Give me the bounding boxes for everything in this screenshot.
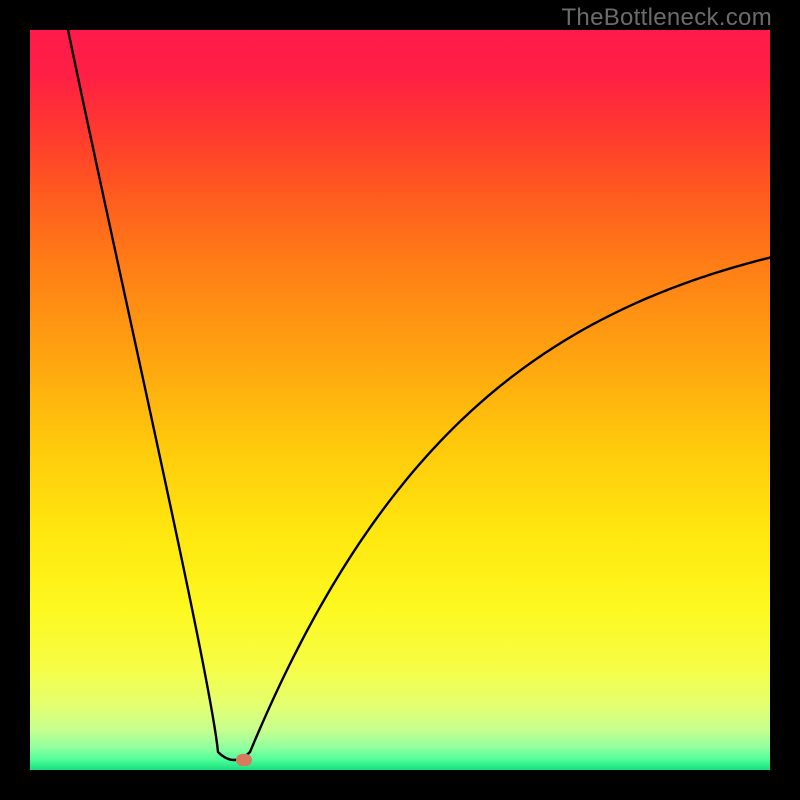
bottleneck-curve xyxy=(0,0,800,800)
minimum-marker xyxy=(236,754,252,766)
chart-stage: TheBottleneck.com xyxy=(0,0,800,800)
watermark-text: TheBottleneck.com xyxy=(561,4,772,32)
